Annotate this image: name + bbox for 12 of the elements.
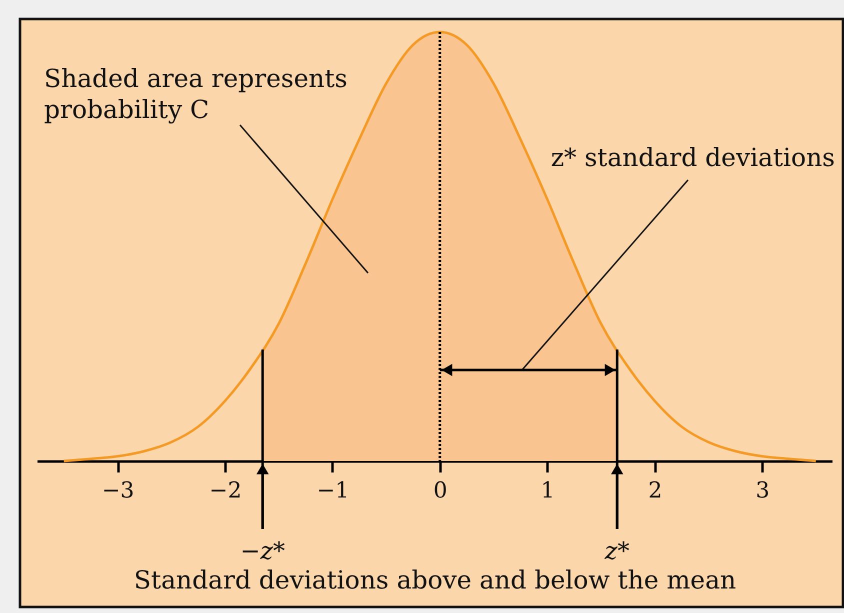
x-tick-label: 1 xyxy=(540,478,555,504)
annotation: z* standard deviations xyxy=(550,143,835,172)
ref-line-label: z* xyxy=(604,537,630,565)
x-tick-label: −3 xyxy=(102,478,134,504)
annotation: Shaded area represents probability C xyxy=(44,64,348,124)
x-tick-label: 3 xyxy=(756,478,770,504)
x-tick-label: −1 xyxy=(316,478,350,504)
ref-line-label: −z* xyxy=(240,537,285,565)
x-tick-label: −2 xyxy=(209,478,242,504)
x-tick-label: 0 xyxy=(433,478,448,504)
x-axis-title: Standard deviations above and below the mean xyxy=(134,566,736,594)
x-tick-label: 2 xyxy=(648,478,662,504)
